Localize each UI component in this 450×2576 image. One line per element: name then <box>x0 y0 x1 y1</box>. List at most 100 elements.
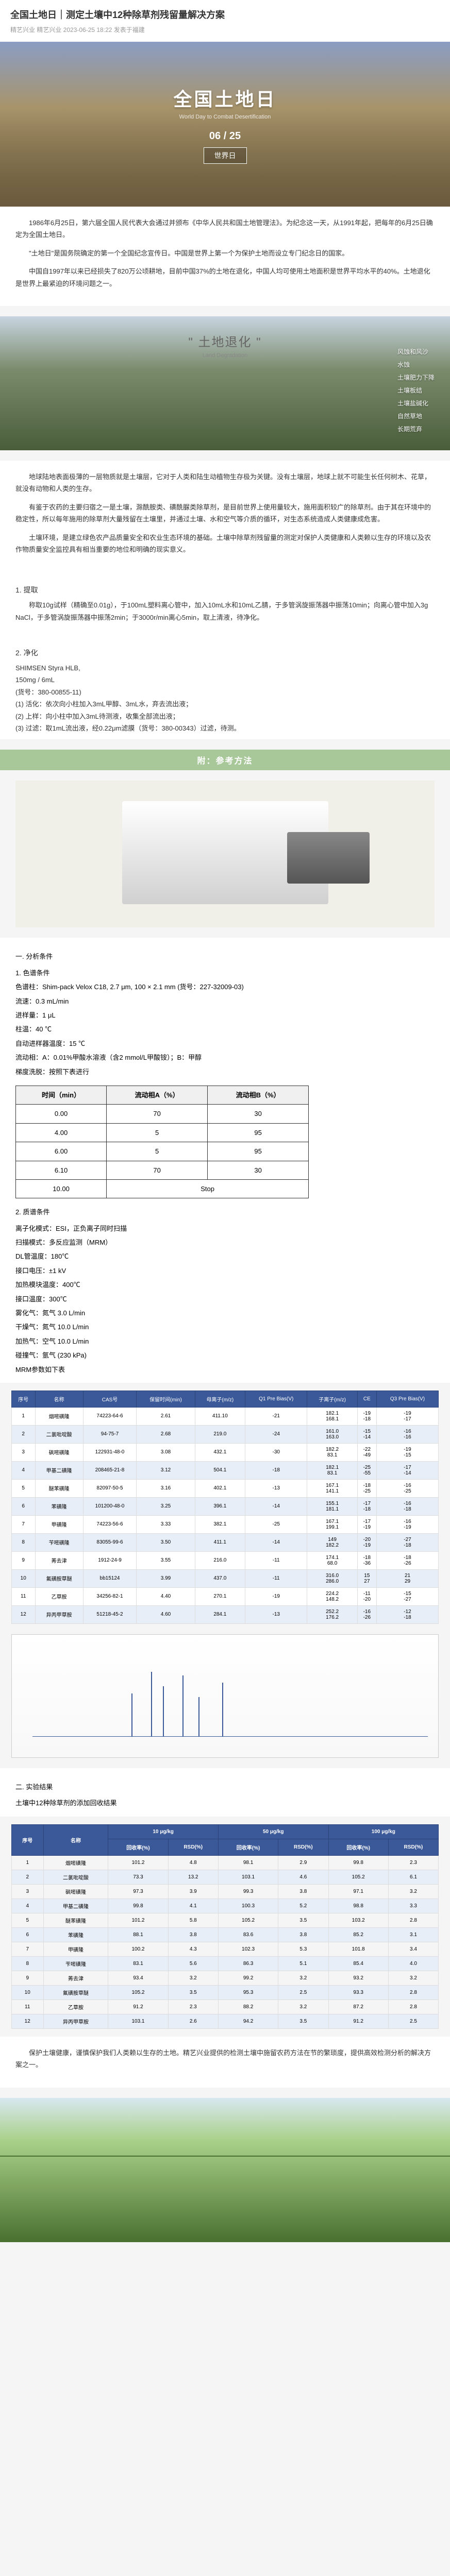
mrm-cell: -19-15 <box>376 1443 438 1461</box>
result-cell: 3.5 <box>278 2014 328 2028</box>
result-cell: 2.5 <box>278 1985 328 1999</box>
result-header: 50 μg/kg <box>218 1824 328 1839</box>
analysis-section: 一. 分析条件 1. 色谱条件 色谱柱：Shim-pack Velox C18,… <box>0 938 450 1383</box>
hero-date: 06 / 25 <box>209 130 241 142</box>
result-cell: 94.2 <box>218 2014 278 2028</box>
mrm-cell: 二氯吡啶酸 <box>35 1425 83 1443</box>
result-cell: 87.2 <box>328 1999 388 2014</box>
mrm-cell: 异丙甲草胺 <box>35 1605 83 1623</box>
result-cell: 85.4 <box>328 1956 388 1971</box>
result-cell: 3.9 <box>168 1884 218 1899</box>
instrument-illustration <box>122 801 328 904</box>
mrm-cell: 504.1 <box>195 1461 245 1479</box>
result-cell: 甲基二磺隆 <box>43 1899 108 1913</box>
extraction-section: 1. 提取 称取10g试样（精确至0.01g），于100mL塑料离心管中，加入1… <box>0 572 450 635</box>
result-cell: 99.2 <box>218 1971 278 1985</box>
result-cell: 105.2 <box>108 1985 168 1999</box>
gradient-header: 时间（min） <box>16 1086 107 1104</box>
mrm-cell: -21 <box>245 1407 307 1425</box>
result-cell: 2 <box>11 1870 43 1884</box>
mrm-cell: -13 <box>245 1479 307 1497</box>
mrm-cell: -17-19 <box>357 1515 376 1533</box>
mrm-cell: 9 <box>11 1551 35 1569</box>
result-subheader: 回收率(%) <box>328 1839 388 1855</box>
result-cell: 93.3 <box>328 1985 388 1999</box>
intro2-p2: 有鉴于农药的主要归宿之一是土壤，滁酰胺类、磺酰脲类除草剂，是目前世界上使用量较大… <box>15 501 435 526</box>
mrm-cell: 74223-64-6 <box>83 1407 137 1425</box>
mrm-cell: -22-49 <box>357 1443 376 1461</box>
result-cell: 103.1 <box>108 2014 168 2028</box>
result-cell: 3 <box>11 1884 43 1899</box>
analysis-col: 色谱柱：Shim-pack Velox C18, 2.7 μm, 100 × 2… <box>15 981 435 993</box>
mrm-cell: -18-36 <box>357 1551 376 1569</box>
gradient-cell: 4.00 <box>16 1123 107 1142</box>
mrm-cell: 3.99 <box>137 1569 195 1587</box>
mrm-cell: 3 <box>11 1443 35 1461</box>
result-cell: 7 <box>11 1942 43 1956</box>
result-cell: 5.1 <box>278 1956 328 1971</box>
mrm-cell: -24 <box>245 1425 307 1443</box>
analysis-flow: 流速：0.3 mL/min <box>15 995 435 1007</box>
mrm-cell: -19-17 <box>376 1407 438 1425</box>
result-table: 序号名称10 μg/kg50 μg/kg100 μg/kg 回收率(%)RSD(… <box>11 1824 439 2029</box>
tag-item: 土壤肥力下降 <box>397 373 435 382</box>
result-cell: 苄嘧磺隆 <box>43 1956 108 1971</box>
result-cell: 93.4 <box>108 1971 168 1985</box>
purification-title: 2. 净化 <box>15 648 435 658</box>
mrm-cell: 苄嘧磺隆 <box>35 1533 83 1551</box>
mrm-cell: 11 <box>11 1587 35 1605</box>
result-cell: 1 <box>11 1855 43 1870</box>
mrm-cell: bb15124 <box>83 1569 137 1587</box>
mrm-cell: -19-18 <box>357 1407 376 1425</box>
degradation-subtitle: Land Degradation <box>203 352 247 359</box>
intro2-p3: 土壤环境，是建立绿色农产品质量安全和农业生态环境的基础。土壤中除草剂残留量的测定… <box>15 532 435 556</box>
result-header: 100 μg/kg <box>328 1824 439 1839</box>
mrm-cell: 74223-56-6 <box>83 1515 137 1533</box>
gradient-cell: 95 <box>208 1123 309 1142</box>
mrm-cell: 砜嘧磺隆 <box>35 1443 83 1461</box>
analysis-gradient: 梯度洗脱：按照下表进行 <box>15 1066 435 1078</box>
chart-peaks <box>32 1665 428 1737</box>
mrm-header: CE <box>357 1391 376 1407</box>
result-subheader: RSD(%) <box>278 1839 328 1855</box>
result-cell: 4 <box>11 1899 43 1913</box>
result-cell: 5.2 <box>278 1899 328 1913</box>
result-subheader: RSD(%) <box>388 1839 438 1855</box>
mrm-cell: -14 <box>245 1497 307 1515</box>
mrm-cell: 10 <box>11 1569 35 1587</box>
mrm-cell: 2 <box>11 1425 35 1443</box>
mrm-cell: -16-18 <box>376 1497 438 1515</box>
gradient-table: 时间（min）流动相A（%）流动相B（%） 0.0070304.005956.0… <box>15 1086 309 1198</box>
result-subheader: 回收率(%) <box>218 1839 278 1855</box>
mrm-header: Q1 Pre Bias(V) <box>245 1391 307 1407</box>
degradation-banner: " 土地退化 " Land Degradation 风蚀和风沙 水蚀 土壤肥力下… <box>0 316 450 450</box>
extraction-text: 称取10g试样（精确至0.01g），于100mL塑料离心管中，加入10mL水和1… <box>15 599 435 623</box>
result-cell: 12 <box>11 2014 43 2028</box>
result-cell: 3.8 <box>278 1927 328 1942</box>
mrm-cell: 411.1 <box>195 1533 245 1551</box>
result-cell: 10 <box>11 1985 43 1999</box>
result-cell: 91.2 <box>108 1999 168 2014</box>
result-cell: 4.0 <box>388 1956 438 1971</box>
mrm-header: 名称 <box>35 1391 83 1407</box>
mrm-cell: 174.168.0 <box>307 1551 357 1569</box>
result-cell: 4.6 <box>278 1870 328 1884</box>
analysis-autosampler: 自动进样器温度：15 ℃ <box>15 1038 435 1049</box>
mrm-cell: 3.25 <box>137 1497 195 1515</box>
result-cell: 3.2 <box>388 1971 438 1985</box>
mrm-cell: 252.2176.2 <box>307 1605 357 1623</box>
analysis-title: 一. 分析条件 <box>15 951 435 962</box>
purification-line1: SHIMSEN Styra HLB, <box>15 662 435 674</box>
mrm-cell: 5 <box>11 1479 35 1497</box>
ms-item: 接口温度：300℃ <box>15 1293 435 1305</box>
purification-step2: (2) 上样：向小柱中加入3mL待测液，收集全部流出液； <box>15 710 435 722</box>
gradient-cell: 30 <box>208 1105 309 1123</box>
mrm-cell: -17-14 <box>376 1461 438 1479</box>
article-meta: 精艺兴业 精艺兴业 2023-06-25 18:22 发表于福建 <box>10 25 440 34</box>
results-section: 二. 实验结果 土壤中12种除草剂的添加回收结果 <box>0 1768 450 1817</box>
result-cell: 98.1 <box>218 1855 278 1870</box>
result-cell: 莠去津 <box>43 1971 108 1985</box>
hero-subtitle: World Day to Combat Desertification <box>179 114 271 120</box>
result-cell: 101.2 <box>108 1913 168 1927</box>
result-cell: 氟磺胺草醚 <box>43 1985 108 1999</box>
